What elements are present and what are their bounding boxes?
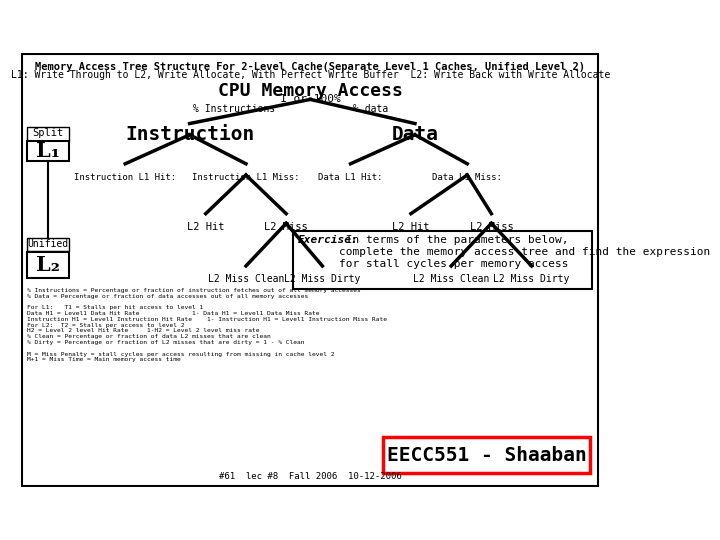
Text: Data L1 Hit:: Data L1 Hit: [318,173,383,183]
Text: L₂: L₂ [36,255,60,275]
Text: Instruction L1 Hit:: Instruction L1 Hit: [74,173,176,183]
Bar [27,252,69,278]
Text: L2 Miss Dirty: L2 Miss Dirty [284,274,361,284]
Text: Data L1 Miss:: Data L1 Miss: [432,173,502,183]
Text: L2 Miss Clean: L2 Miss Clean [208,274,284,284]
Text: % data: % data [353,104,388,114]
Text: L2 Miss Dirty: L2 Miss Dirty [493,274,570,284]
Bar [27,238,69,252]
Text: Split: Split [32,128,63,138]
Bar [27,141,69,161]
Text: Instruction L1 Miss:: Instruction L1 Miss: [192,173,300,183]
Text: Instruction: Instruction [125,125,254,144]
Bar [383,437,590,473]
Text: % Instructions = Percentage or fraction of instruction fetches out of all memory: % Instructions = Percentage or fraction … [27,288,387,362]
Text: L₁: L₁ [36,141,60,161]
Text: L2 Miss: L2 Miss [469,222,513,232]
Bar [27,127,69,141]
Text: Exercise:: Exercise: [297,235,359,245]
Text: L2 Miss Clean: L2 Miss Clean [413,274,490,284]
Text: Data: Data [392,125,438,144]
Text: Unified: Unified [27,239,68,249]
Text: L1: Write Through to L2, Write Allocate, With Perfect Write Buffer  L2: Write Ba: L1: Write Through to L2, Write Allocate,… [11,70,610,80]
Text: L2 Hit: L2 Hit [187,222,225,232]
Text: L2 Miss: L2 Miss [264,222,308,232]
Text: L2 Hit: L2 Hit [392,222,430,232]
Bar [292,231,592,288]
Text: % Instructions: % Instructions [193,104,275,114]
Text: #61  lec #8  Fall 2006  10-12-2006: #61 lec #8 Fall 2006 10-12-2006 [219,472,402,481]
Text: 1 or 100%: 1 or 100% [280,94,341,104]
Text: Memory Access Tree Structure For 2-Level Cache(Separate Level 1 Caches, Unified : Memory Access Tree Structure For 2-Level… [35,63,585,72]
Text: EECC551 - Shaaban: EECC551 - Shaaban [387,446,586,464]
Text: CPU Memory Access: CPU Memory Access [218,83,402,100]
Text: In terms of the parameters below,
complete the memory access tree and find the e: In terms of the parameters below, comple… [339,235,711,268]
